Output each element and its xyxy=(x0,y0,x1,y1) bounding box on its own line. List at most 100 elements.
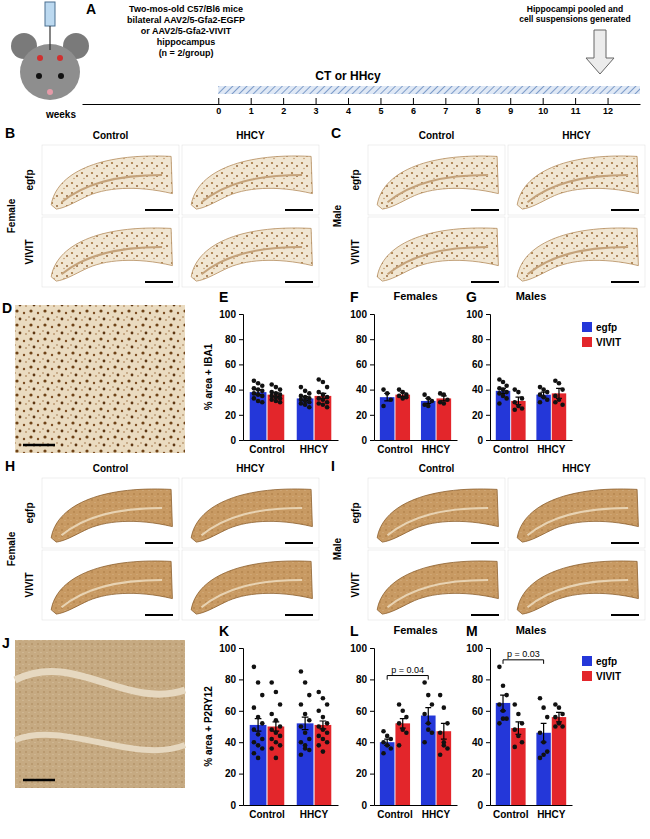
tick: 80 xyxy=(356,674,374,685)
data-point xyxy=(560,724,565,729)
data-point xyxy=(400,727,405,732)
injection-text: hippocampus xyxy=(157,37,216,47)
hippocampus-slice xyxy=(51,156,172,209)
axis-title: weeks xyxy=(45,109,76,120)
tick-label: 60 xyxy=(472,706,484,717)
data-point xyxy=(557,721,562,726)
hippocampus-slice xyxy=(377,561,498,614)
data-point xyxy=(260,400,265,405)
data-point xyxy=(501,716,506,721)
data-point xyxy=(256,392,261,397)
tick: 60 xyxy=(472,706,490,717)
tick: 8 xyxy=(476,98,481,116)
bar xyxy=(268,727,285,806)
dentate-layer xyxy=(62,247,163,274)
data-point xyxy=(299,401,304,406)
hippocampus-slice xyxy=(377,228,498,281)
x-axis: Control HHCY xyxy=(244,441,339,456)
bar xyxy=(496,703,510,805)
micrograph-cell xyxy=(42,550,179,620)
tick: 10 xyxy=(538,98,548,116)
chart-title: Males xyxy=(516,290,547,302)
chart: 020406080100ControlHHCYK% area + P2RY12 xyxy=(203,623,339,820)
data-point xyxy=(303,746,308,751)
tick-mark xyxy=(251,98,252,104)
micrograph-cell xyxy=(508,145,645,215)
data-point xyxy=(560,402,565,407)
data-point xyxy=(252,378,257,383)
data-point xyxy=(422,392,427,397)
tick: 5 xyxy=(378,98,383,116)
data-point xyxy=(256,399,261,404)
scale-bar xyxy=(611,542,639,544)
data-point xyxy=(512,745,517,750)
data-point xyxy=(381,740,386,745)
hippocampus-slice xyxy=(51,561,172,614)
scale-bar xyxy=(471,209,499,211)
tick-label: HHCY xyxy=(537,809,566,820)
plot-area xyxy=(250,665,332,805)
tick-label: Control xyxy=(249,444,285,455)
column-header: Control xyxy=(419,463,455,474)
cell-layer xyxy=(15,671,185,694)
scale-bar xyxy=(145,542,173,544)
tick-label: 40 xyxy=(225,737,237,748)
tick-label: 100 xyxy=(466,309,483,320)
scale-bar xyxy=(285,281,313,283)
tick: 0 xyxy=(361,435,374,446)
data-point xyxy=(299,724,304,729)
tick: HHCY xyxy=(300,444,329,455)
panel-letter: E xyxy=(219,289,228,305)
data-point xyxy=(404,730,409,735)
row-label: VIVIT xyxy=(350,239,361,264)
axis-line xyxy=(491,440,573,441)
data-point xyxy=(538,730,543,735)
tick-label: 100 xyxy=(350,643,367,654)
tick-label: 60 xyxy=(225,359,237,370)
bar xyxy=(297,398,314,440)
data-point xyxy=(260,721,265,726)
axis-title: % area + P2RY12 xyxy=(203,686,214,767)
data-point xyxy=(321,402,326,407)
tick: 12 xyxy=(603,98,613,116)
axis-line xyxy=(239,649,244,806)
data-point xyxy=(501,683,506,688)
legend-label: egfp xyxy=(596,656,617,667)
data-point xyxy=(307,693,312,698)
data-point xyxy=(316,743,321,748)
axis-line xyxy=(370,315,375,441)
tick-label: 40 xyxy=(225,384,237,395)
scale-bar xyxy=(23,444,55,447)
data-point xyxy=(307,718,312,723)
axis-line xyxy=(239,315,244,441)
dentate-layer xyxy=(388,508,489,535)
row-label: VIVIT xyxy=(24,572,35,597)
tick-mark xyxy=(543,98,544,104)
data-point xyxy=(553,724,558,729)
tick: 0 xyxy=(477,435,490,446)
data-point xyxy=(516,712,521,717)
panel-letter: A xyxy=(86,1,96,17)
tick-label: 6 xyxy=(411,106,416,116)
micrograph: D xyxy=(2,300,185,453)
hippocampus-slice xyxy=(517,156,638,209)
micrograph-cell xyxy=(182,478,319,548)
micrograph-cell xyxy=(368,550,505,620)
tick-mark xyxy=(370,440,374,441)
tick-mark xyxy=(239,711,243,712)
scale-bar xyxy=(611,281,639,283)
tick-mark xyxy=(239,648,243,649)
data-point xyxy=(516,734,521,739)
scale-bar xyxy=(285,209,313,211)
tick-label: 80 xyxy=(356,674,368,685)
bar xyxy=(552,717,566,805)
hippocampus-slice xyxy=(517,561,638,614)
dentate-layer xyxy=(388,247,489,274)
tick: 4 xyxy=(346,98,351,116)
scale-bar xyxy=(145,614,173,616)
axis-line xyxy=(83,104,641,105)
data-point xyxy=(274,399,279,404)
tick-mark xyxy=(239,390,243,391)
endpoint-text: Hippocampi pooled and xyxy=(527,4,623,14)
tick-label: 20 xyxy=(225,410,237,421)
